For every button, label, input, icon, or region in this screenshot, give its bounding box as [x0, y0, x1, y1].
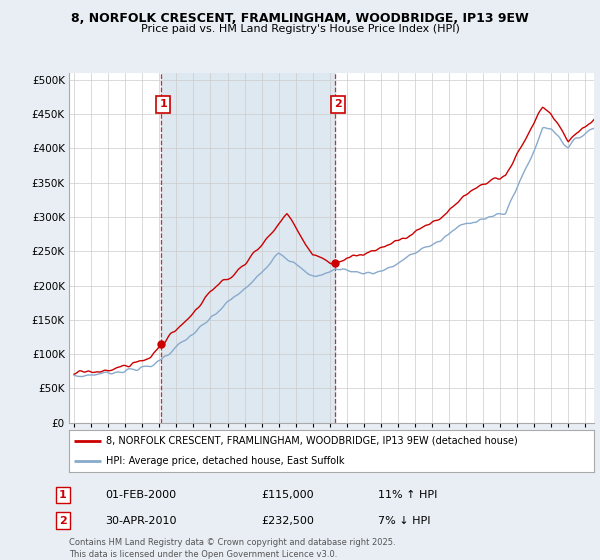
- Text: 7% ↓ HPI: 7% ↓ HPI: [378, 516, 431, 526]
- Text: HPI: Average price, detached house, East Suffolk: HPI: Average price, detached house, East…: [106, 456, 344, 466]
- Text: £115,000: £115,000: [261, 490, 314, 500]
- Text: 8, NORFOLK CRESCENT, FRAMLINGHAM, WOODBRIDGE, IP13 9EW: 8, NORFOLK CRESCENT, FRAMLINGHAM, WOODBR…: [71, 12, 529, 25]
- Text: 30-APR-2010: 30-APR-2010: [105, 516, 176, 526]
- Text: 1: 1: [160, 99, 167, 109]
- Text: 2: 2: [59, 516, 67, 526]
- Text: Contains HM Land Registry data © Crown copyright and database right 2025.
This d: Contains HM Land Registry data © Crown c…: [69, 538, 395, 559]
- Text: 1: 1: [59, 490, 67, 500]
- Text: 01-FEB-2000: 01-FEB-2000: [105, 490, 176, 500]
- Text: 8, NORFOLK CRESCENT, FRAMLINGHAM, WOODBRIDGE, IP13 9EW (detached house): 8, NORFOLK CRESCENT, FRAMLINGHAM, WOODBR…: [106, 436, 517, 446]
- Text: 2: 2: [334, 99, 342, 109]
- Bar: [161, 73, 335, 423]
- Text: Price paid vs. HM Land Registry's House Price Index (HPI): Price paid vs. HM Land Registry's House …: [140, 24, 460, 34]
- Text: £232,500: £232,500: [261, 516, 314, 526]
- Text: 11% ↑ HPI: 11% ↑ HPI: [378, 490, 437, 500]
